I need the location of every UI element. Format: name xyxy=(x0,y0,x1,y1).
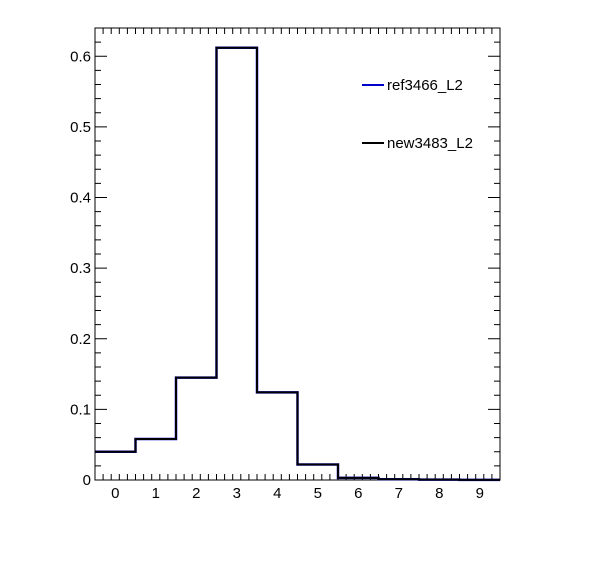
x-tick-label: 1 xyxy=(152,485,160,502)
series-layer xyxy=(95,46,500,482)
x-tick-label: 4 xyxy=(273,485,281,502)
series-line xyxy=(95,46,500,481)
x-tick-label: 7 xyxy=(395,485,403,502)
x-tick-label: 6 xyxy=(354,485,362,502)
x-tick-label: 0 xyxy=(111,485,119,502)
x-tick-label: 5 xyxy=(314,485,322,502)
histogram-bin xyxy=(217,48,258,480)
legend-label: ref3466_L2 xyxy=(387,77,463,94)
y-tick-label: 0.2 xyxy=(70,331,91,348)
legend-item: ref3466_L2 xyxy=(362,77,463,94)
histogram-bin xyxy=(217,48,258,480)
x-tick-label: 2 xyxy=(192,485,200,502)
y-tick-label: 0.6 xyxy=(70,48,91,65)
histogram-bin xyxy=(298,464,339,480)
y-tick-label: 0.3 xyxy=(70,260,91,277)
histogram-bin xyxy=(298,464,339,480)
x-tick-label: 8 xyxy=(435,485,443,502)
y-tick-label: 0.4 xyxy=(70,190,91,207)
legend: ref3466_L2 new3483_L2 xyxy=(362,77,473,152)
y-tick-label: 0 xyxy=(83,472,91,489)
axis-tick-labels: 0 1 2 3 4 5 6 7 8 9 0 0.1 0.2 0.3 0.4 0.5 0.6 xyxy=(70,48,484,502)
x-tick-label: 9 xyxy=(476,485,484,502)
histogram-bin xyxy=(95,452,136,480)
y-tick-label: 0.1 xyxy=(70,401,91,418)
legend-label: new3483_L2 xyxy=(387,135,473,152)
histogram-bin xyxy=(176,378,217,480)
histogram-bin xyxy=(95,452,136,480)
legend-item: new3483_L2 xyxy=(362,135,473,152)
x-tick-label: 3 xyxy=(233,485,241,502)
axis-ticks xyxy=(94,27,501,481)
histogram-bin xyxy=(136,439,177,480)
histogram-bin xyxy=(136,439,177,480)
histogram-bin xyxy=(257,392,298,480)
series-new3483_L2 xyxy=(95,46,500,481)
histogram-bin xyxy=(257,392,298,480)
y-tick-label: 0.5 xyxy=(70,119,91,136)
histogram-bin xyxy=(176,378,217,480)
